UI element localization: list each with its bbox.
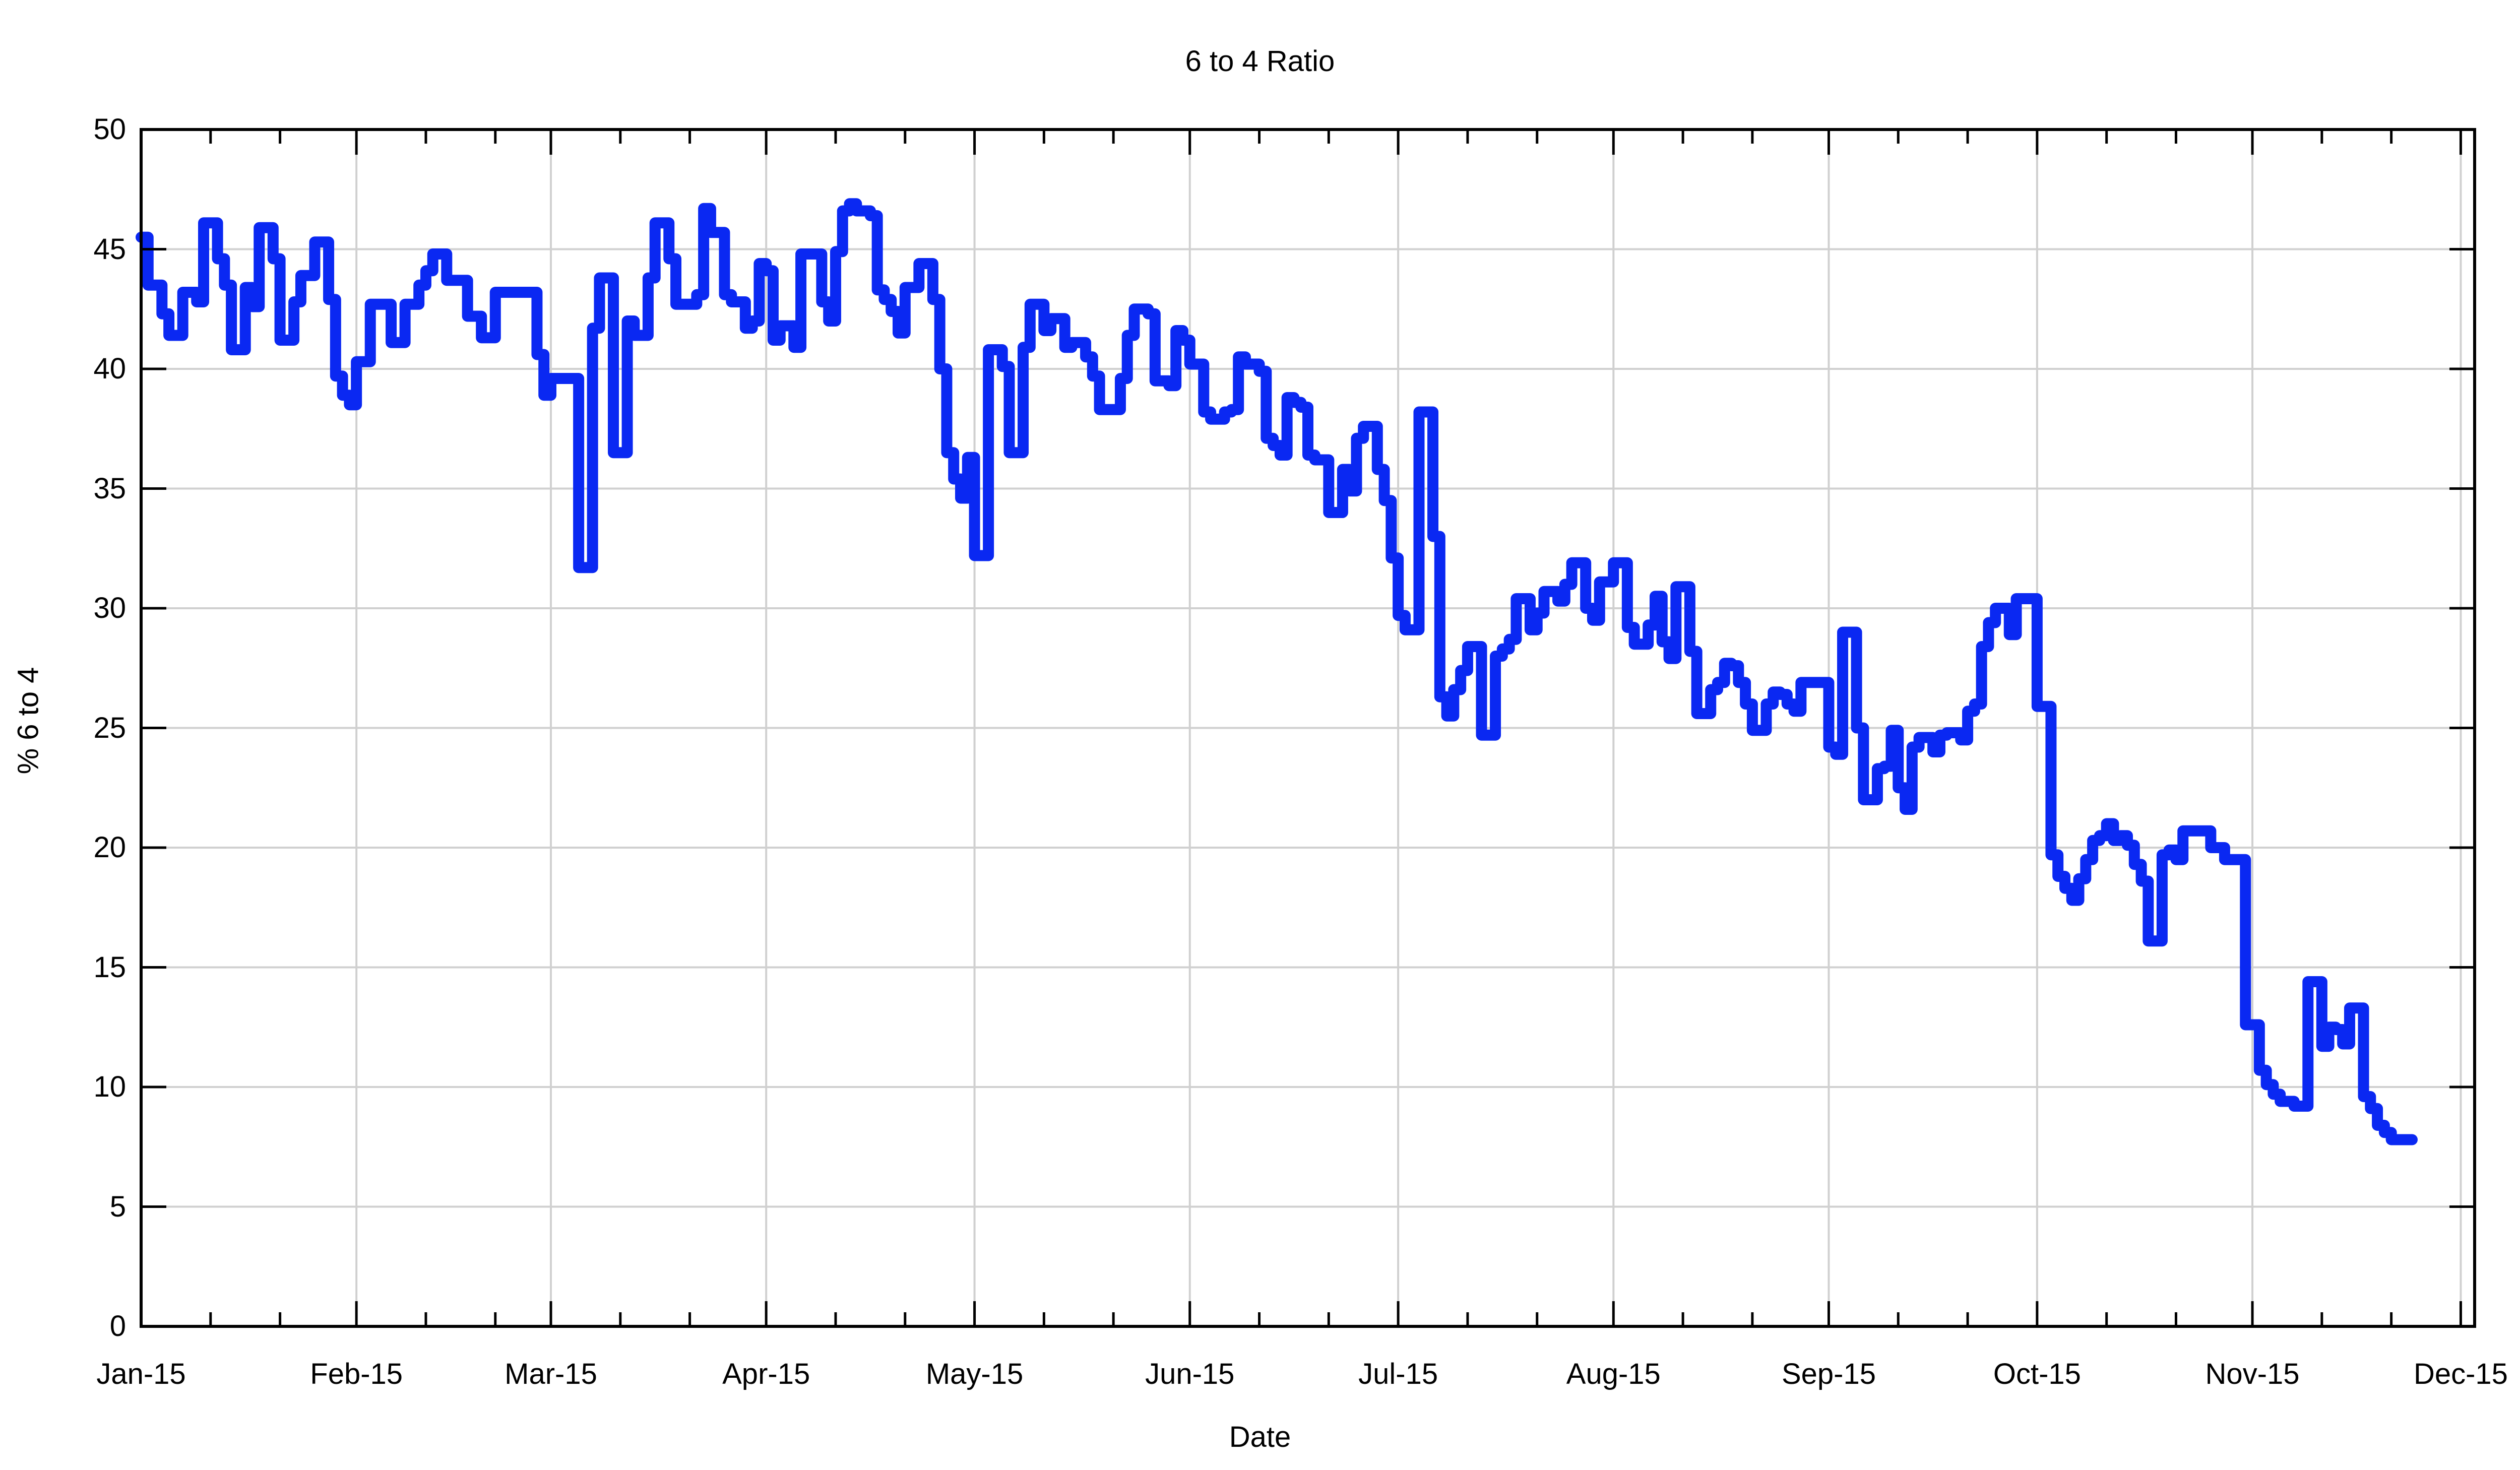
y-tick-label: 10 <box>93 1070 126 1103</box>
x-tick-label: Nov-15 <box>2205 1358 2300 1390</box>
y-tick-label: 20 <box>93 831 126 864</box>
chart-title: 6 to 4 Ratio <box>1185 45 1335 78</box>
x-tick-label: Sep-15 <box>1781 1358 1876 1390</box>
x-tick-label: Dec-15 <box>2413 1358 2508 1390</box>
axes-and-ticks <box>140 128 2476 1328</box>
y-tick-label: 45 <box>93 232 126 266</box>
y-tick-label: 25 <box>93 711 126 744</box>
x-tick-label: Jun-15 <box>1145 1358 1235 1390</box>
x-tick-label: Feb-15 <box>310 1358 403 1390</box>
gridlines <box>141 130 2475 1326</box>
x-tick-label: May-15 <box>925 1358 1024 1390</box>
x-tick-label: Jan-15 <box>96 1358 186 1390</box>
y-tick-label: 50 <box>93 113 126 146</box>
y-tick-label: 40 <box>93 352 126 385</box>
y-tick-label: 30 <box>93 592 126 624</box>
y-tick-label: 0 <box>109 1310 126 1343</box>
x-tick-label: Oct-15 <box>1993 1358 2081 1390</box>
x-tick-label: Mar-15 <box>505 1358 597 1390</box>
x-tick-label: Apr-15 <box>722 1358 810 1390</box>
data-series-layer <box>136 198 2418 1145</box>
y-tick-label: 35 <box>93 472 126 505</box>
y-tick-label: 15 <box>93 950 126 984</box>
y-tick-label: 5 <box>109 1190 126 1223</box>
x-axis-title: Date <box>1229 1421 1291 1453</box>
x-tick-label: Jul-15 <box>1358 1358 1438 1390</box>
x-tick-label: Aug-15 <box>1566 1358 1661 1390</box>
ratio-step-line <box>136 198 2418 1145</box>
